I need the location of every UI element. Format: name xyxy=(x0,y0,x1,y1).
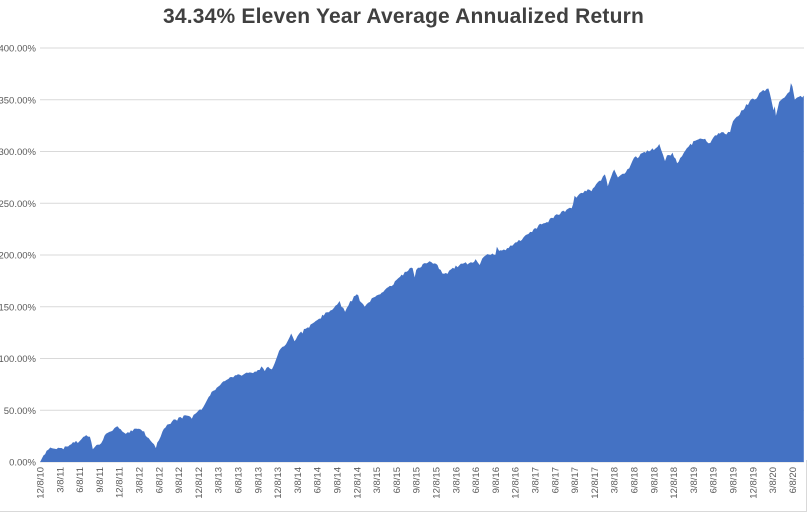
x-axis-tick-label: 12/8/14 xyxy=(352,467,363,499)
x-axis-tick-label: 3/8/17 xyxy=(531,467,542,493)
x-axis-tick-label: 12/8/11 xyxy=(115,467,126,498)
x-axis-tick-label: 6/8/15 xyxy=(392,467,403,493)
x-axis-tick-label: 3/8/12 xyxy=(135,467,146,493)
x-axis-tick-label: 6/8/20 xyxy=(788,467,799,493)
x-axis-tick-label: 3/8/14 xyxy=(293,467,304,493)
return-area-series xyxy=(40,83,804,463)
x-axis-tick-label: 3/8/15 xyxy=(372,467,383,493)
x-axis-tick-label: 9/8/11 xyxy=(95,467,106,493)
y-axis-tick-label: 200.00% xyxy=(0,251,37,262)
y-axis-tick-label: 0.00% xyxy=(9,458,36,469)
x-axis-tick-label: 6/8/11 xyxy=(75,467,86,493)
y-axis-tick-label: 100.00% xyxy=(0,354,37,365)
x-axis-tick-label: 3/8/13 xyxy=(214,467,225,493)
x-axis-tick-label: 9/8/12 xyxy=(174,467,185,493)
chart-title: 34.34% Eleven Year Average Annualized Re… xyxy=(162,5,645,28)
y-axis-tick-label: 300.00% xyxy=(0,147,37,158)
x-axis-tick-label: 3/8/19 xyxy=(689,467,700,493)
x-axis-tick-label: 9/8/18 xyxy=(649,467,660,493)
y-axis-tick-label: 150.00% xyxy=(0,302,37,313)
x-axis-tick-label: 6/8/18 xyxy=(630,467,641,493)
y-axis-tick-label: 400.00% xyxy=(0,44,37,55)
y-axis-tick-label: 250.00% xyxy=(0,199,37,210)
x-axis-tick-label: 3/8/18 xyxy=(610,467,621,493)
x-axis-tick-label: 6/8/16 xyxy=(471,467,482,493)
x-axis-tick-label: 12/8/15 xyxy=(432,467,443,499)
x-axis-tick-label: 6/8/12 xyxy=(154,467,165,493)
x-axis-tick-label: 6/8/19 xyxy=(709,467,720,493)
x-axis-tick-label: 12/8/13 xyxy=(273,467,284,499)
x-axis-tick-label: 12/8/17 xyxy=(590,467,601,499)
x-axis-tick-label: 3/8/16 xyxy=(451,467,462,493)
x-axis-tick-label: 9/8/13 xyxy=(253,467,264,493)
x-axis-tick-label: 9/8/19 xyxy=(729,467,740,493)
y-axis-tick-label: 50.00% xyxy=(4,406,37,417)
x-axis-tick-label: 9/8/16 xyxy=(491,467,502,493)
x-axis-tick-label: 12/8/18 xyxy=(669,467,680,499)
y-axis-tick-label: 350.00% xyxy=(0,95,37,106)
x-axis-tick-label: 9/8/15 xyxy=(412,467,423,493)
x-axis-tick-label: 12/8/12 xyxy=(194,467,205,499)
x-axis-tick-label: 9/8/14 xyxy=(333,467,344,493)
x-axis-tick-label: 3/8/11 xyxy=(55,467,66,493)
x-axis-tick-label: 6/8/14 xyxy=(313,467,324,493)
x-axis-tick-label: 3/8/20 xyxy=(768,467,779,493)
x-axis-tick-label: 9/8/17 xyxy=(570,467,581,493)
x-axis-tick-label: 12/8/10 xyxy=(36,467,47,499)
x-axis-tick-label: 12/8/16 xyxy=(511,467,522,499)
x-axis-tick-label: 6/8/13 xyxy=(234,467,245,493)
x-axis-tick-label: 6/8/17 xyxy=(550,467,561,493)
x-axis-tick-label: 12/8/19 xyxy=(748,467,759,499)
